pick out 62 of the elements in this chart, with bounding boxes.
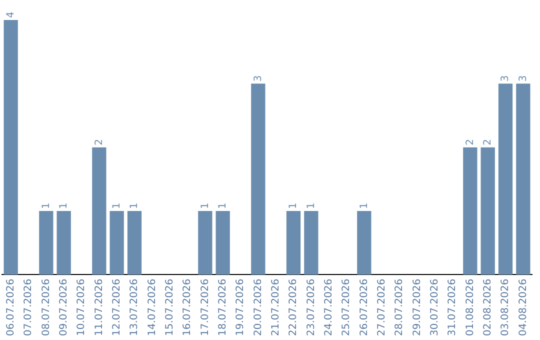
x-tick-label: 07.07.2026 xyxy=(23,278,34,336)
x-tick-label: 30.07.2026 xyxy=(429,278,440,336)
data-label: 2 xyxy=(482,138,494,146)
data-label: 1 xyxy=(58,202,70,210)
x-tick-label: 12.07.2026 xyxy=(111,278,122,336)
x-tick-label: 20.07.2026 xyxy=(252,278,264,336)
bar xyxy=(516,84,530,275)
data-label: 3 xyxy=(518,75,529,82)
data-label: 1 xyxy=(111,202,122,210)
bar xyxy=(110,211,124,275)
x-tick-label: 27.07.2026 xyxy=(376,278,388,336)
bar xyxy=(4,20,18,275)
data-label: 4 xyxy=(5,12,16,18)
x-tick-label: 16.07.2026 xyxy=(182,278,194,336)
data-label: 1 xyxy=(217,202,228,210)
bar xyxy=(92,147,106,275)
x-tick-label: 08.07.2026 xyxy=(40,278,52,336)
bar xyxy=(357,211,372,275)
x-tick-label: 04.08.2026 xyxy=(518,278,529,336)
bar xyxy=(286,211,301,275)
data-label: 3 xyxy=(252,75,264,82)
x-tick-label: 10.07.2026 xyxy=(76,278,88,336)
x-tick-label: 02.08.2026 xyxy=(482,278,494,336)
x-tick-label: 31.07.2026 xyxy=(447,278,458,336)
bar xyxy=(198,211,212,275)
x-tick-label: 14.07.2026 xyxy=(146,278,158,336)
bar xyxy=(127,211,142,275)
data-label: 2 xyxy=(464,138,476,146)
x-tick-label: 25.07.2026 xyxy=(341,278,352,336)
x-tick-label: 28.07.2026 xyxy=(394,278,406,336)
data-label: 3 xyxy=(500,75,512,82)
bar xyxy=(39,211,54,275)
data-label: 1 xyxy=(288,202,300,210)
bar xyxy=(304,211,318,275)
data-label: 1 xyxy=(40,202,52,210)
x-tick-label: 17.07.2026 xyxy=(200,278,211,336)
x-tick-label: 15.07.2026 xyxy=(164,278,176,336)
x-tick-label: 11.07.2026 xyxy=(94,278,105,336)
x-tick-label: 21.07.2026 xyxy=(270,278,282,336)
x-tick-label: 03.08.2026 xyxy=(500,278,512,336)
x-tick-label: 24.07.2026 xyxy=(323,278,334,336)
x-tick-label: 26.07.2026 xyxy=(358,278,370,336)
data-label: 1 xyxy=(306,202,317,210)
bar xyxy=(498,84,513,275)
x-tick-label: 01.08.2026 xyxy=(464,278,476,336)
x-tick-label: 09.07.2026 xyxy=(58,278,70,336)
bar xyxy=(480,147,495,275)
x-tick-label: 13.07.2026 xyxy=(129,278,140,336)
x-tick-label: 18.07.2026 xyxy=(217,278,228,336)
x-tick-label: 19.07.2026 xyxy=(235,278,246,336)
data-label: 1 xyxy=(358,202,370,210)
bar xyxy=(251,84,266,275)
x-tick-label: 22.07.2026 xyxy=(288,278,300,336)
bar xyxy=(463,147,478,275)
x-tick-label: 06.07.2026 xyxy=(5,278,16,336)
data-label: 1 xyxy=(129,202,140,210)
data-label: 2 xyxy=(94,138,105,146)
bar xyxy=(216,211,230,275)
x-tick-label: 29.07.2026 xyxy=(412,278,423,336)
data-label: 1 xyxy=(200,202,211,210)
x-tick-label: 23.07.2026 xyxy=(306,278,317,336)
bar xyxy=(56,211,71,275)
